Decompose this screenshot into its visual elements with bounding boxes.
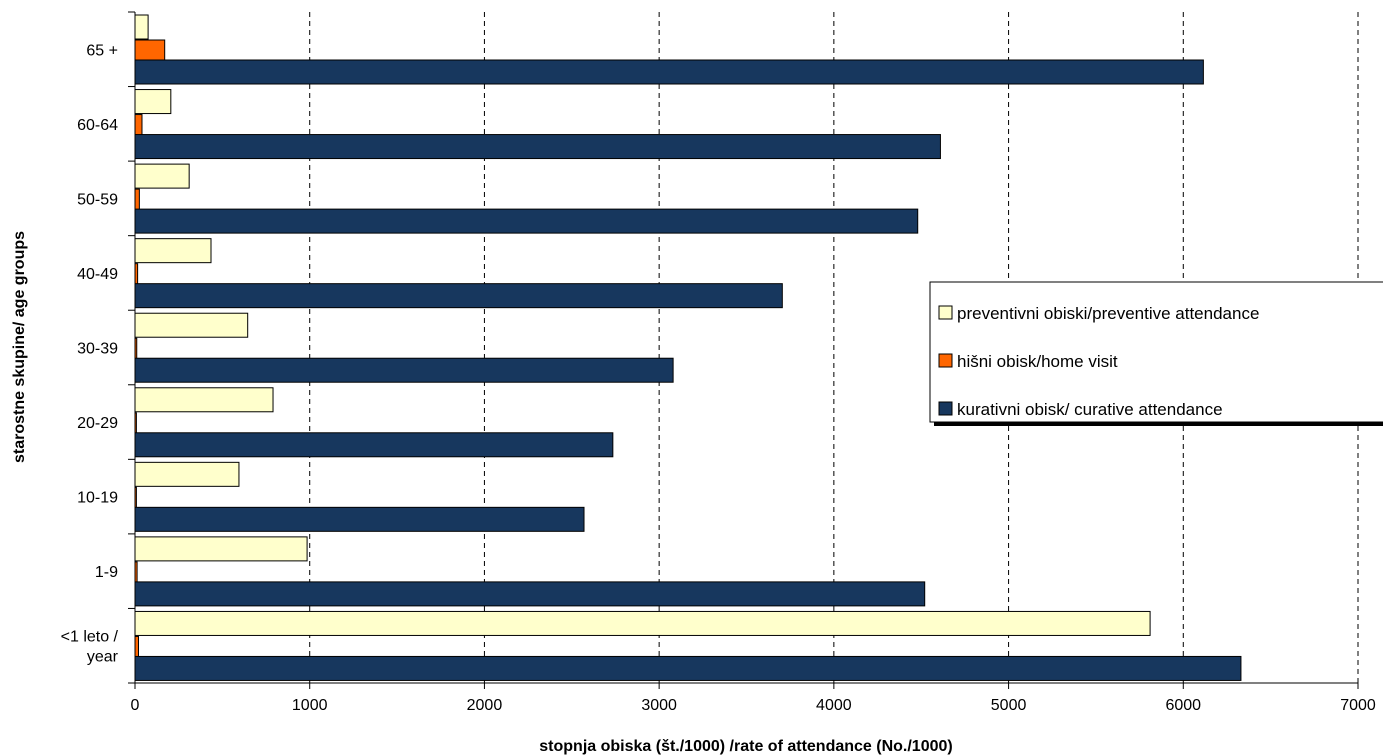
y-axis-title: starostne skupine/ age groups (11, 231, 28, 463)
bar (134, 536, 308, 562)
y-tick-label: 10-19 (77, 490, 118, 507)
y-ticks: 65 + 60-64 50-59 40-49 30-39 20-29 10-19 1-9 <1 … (61, 11, 135, 684)
x-tick-label: 0 (131, 697, 140, 714)
bar (134, 581, 926, 607)
legend-label: kurativni obisk/ curative attendance (957, 400, 1223, 419)
bar (134, 312, 249, 338)
x-tick-label: 2000 (467, 697, 503, 714)
bar (134, 208, 919, 234)
bar (134, 387, 274, 413)
x-tick-label: 4000 (816, 697, 852, 714)
x-tick-label: 3000 (641, 697, 677, 714)
legend-swatch (938, 353, 953, 368)
x-axis-title: stopnja obiska (št./1000) /rate of atten… (539, 738, 952, 755)
legend-label: preventivni obiski/preventive attendance (957, 304, 1259, 323)
y-tick-label: 60-64 (77, 117, 118, 134)
bar (134, 655, 1242, 681)
bar (134, 89, 172, 115)
y-tick-label: 20-29 (77, 415, 118, 432)
bar (134, 163, 190, 189)
y-tick-label: 1-9 (95, 564, 118, 581)
bar (134, 610, 1151, 636)
x-tick-label: 1000 (292, 697, 328, 714)
bar (134, 432, 614, 458)
bar (134, 506, 585, 532)
legend-label: hišni obisk/home visit (957, 352, 1118, 371)
legend-swatch (938, 305, 953, 320)
bar (134, 14, 149, 40)
legend-swatch (938, 401, 953, 416)
bar (134, 238, 212, 264)
axes (134, 12, 1358, 684)
y-tick-label: 30-39 (77, 341, 118, 358)
legend: preventivni obiski/preventive attendance… (929, 281, 1383, 426)
legend-box (929, 281, 1383, 423)
bar (134, 357, 674, 383)
x-tick-label: 6000 (1165, 697, 1201, 714)
y-tick-label: <1 leto / year (61, 629, 119, 666)
y-tick-label: 50-59 (77, 191, 118, 208)
bar (134, 134, 941, 160)
y-tick-label: 65 + (86, 42, 118, 59)
x-tick-label: 5000 (991, 697, 1027, 714)
bar (134, 461, 240, 487)
bar (134, 283, 783, 309)
bars (134, 14, 1242, 681)
y-tick-label: 40-49 (77, 266, 118, 283)
x-ticks: 0 1000 2000 3000 4000 5000 6000 7000 (131, 683, 1376, 714)
bar (134, 59, 1204, 85)
x-tick-label: 7000 (1340, 697, 1376, 714)
